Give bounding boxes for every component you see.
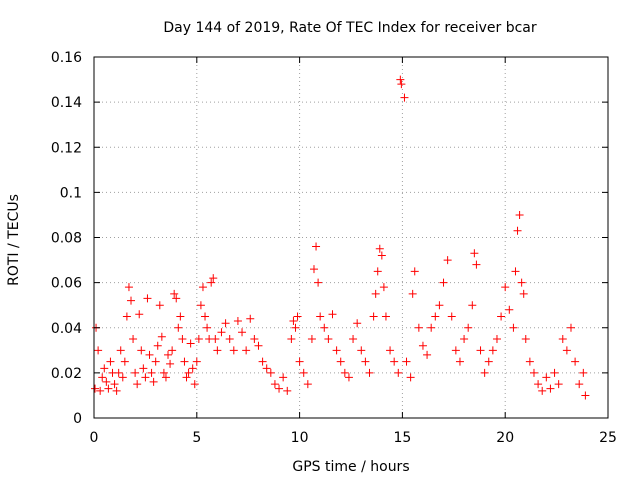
x-tick-label: 25 bbox=[599, 430, 617, 446]
y-tick-label: 0 bbox=[73, 411, 82, 427]
x-tick-label: 10 bbox=[291, 430, 309, 446]
chart-title: Day 144 of 2019, Rate Of TEC Index for r… bbox=[163, 20, 537, 36]
y-tick-label: 0.04 bbox=[51, 321, 82, 337]
y-tick-label: 0.16 bbox=[51, 50, 82, 66]
y-tick-label: 0.06 bbox=[51, 276, 82, 292]
x-tick-label: 20 bbox=[496, 430, 514, 446]
y-tick-label: 0.1 bbox=[60, 185, 82, 201]
x-tick-label: 0 bbox=[90, 430, 99, 446]
y-tick-label: 0.14 bbox=[51, 95, 82, 111]
y-tick-label: 0.02 bbox=[51, 366, 82, 382]
y-tick-label: 0.12 bbox=[51, 140, 82, 156]
x-tick-label: 15 bbox=[393, 430, 411, 446]
roti-scatter-chart: 0 5 10 15 20 25 0 0.02 0.04 0.06 0.08 0.1 0.12 0.14 0… bbox=[0, 0, 640, 480]
x-axis-label: GPS time / hours bbox=[292, 459, 409, 475]
y-tick-label: 0.08 bbox=[51, 231, 82, 247]
x-tick-label: 5 bbox=[192, 430, 201, 446]
y-axis-label: ROTI / TECUs bbox=[6, 194, 22, 286]
chart-background bbox=[0, 0, 640, 480]
